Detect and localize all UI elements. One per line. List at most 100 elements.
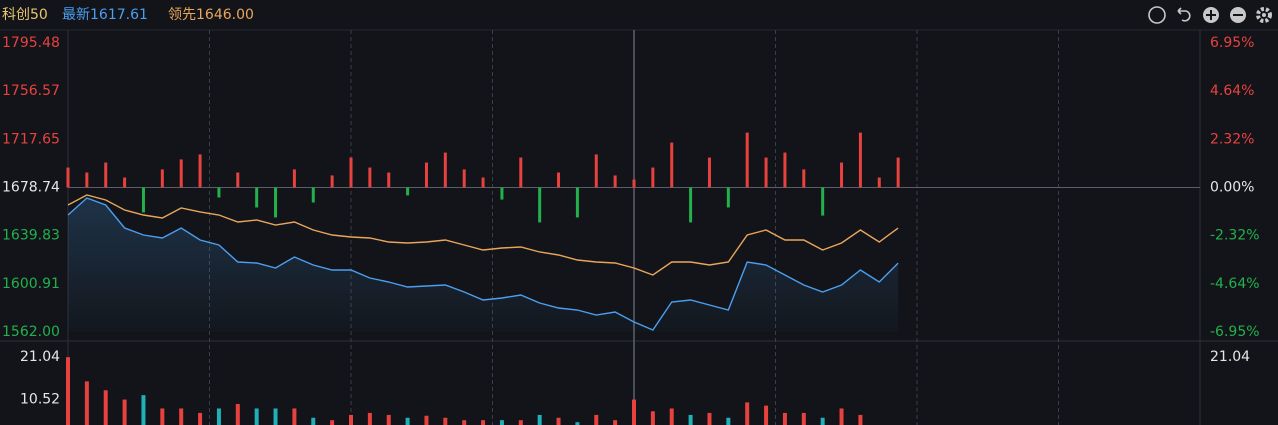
breadth-bar bbox=[745, 132, 749, 188]
breadth-bar bbox=[443, 152, 447, 188]
breadth-bar bbox=[594, 154, 598, 188]
y-tick-label: 1717.65 bbox=[2, 131, 60, 147]
volume-tick-label-right: 21.04 bbox=[1210, 349, 1250, 365]
y-tick-label: 1600.91 bbox=[2, 276, 60, 292]
breadth-bar bbox=[575, 187, 579, 218]
breadth-bar bbox=[236, 172, 240, 188]
volume-bar bbox=[367, 412, 372, 425]
speed-button[interactable] bbox=[1148, 6, 1166, 24]
y2-tick-label: 0.00% bbox=[1210, 180, 1254, 196]
breadth-bar bbox=[160, 169, 164, 188]
breadth-bar bbox=[424, 162, 428, 188]
breadth-bar bbox=[707, 157, 711, 188]
volume-bar bbox=[669, 408, 674, 425]
breadth-bar bbox=[670, 142, 674, 188]
volume-bar bbox=[613, 420, 618, 425]
zoom-in-button[interactable] bbox=[1203, 7, 1219, 23]
volume-bar bbox=[179, 408, 184, 425]
volume-bar bbox=[273, 408, 278, 425]
volume-bar bbox=[160, 408, 165, 425]
breadth-bar bbox=[651, 167, 655, 188]
breadth-bar bbox=[613, 175, 617, 188]
breadth-bar bbox=[85, 172, 89, 188]
undo-button[interactable] bbox=[1177, 7, 1191, 22]
volume-bar bbox=[386, 414, 391, 425]
breadth-bar bbox=[877, 177, 881, 188]
volume-bar bbox=[839, 408, 844, 425]
breadth-bar bbox=[292, 169, 296, 188]
volume-bar bbox=[349, 414, 353, 425]
volume-bar bbox=[537, 414, 542, 425]
volume-bar bbox=[103, 390, 108, 425]
price-line bbox=[67, 194, 899, 276]
y-tick-label: 1756.57 bbox=[2, 83, 60, 99]
volume-bar bbox=[330, 420, 335, 425]
volume-bar bbox=[122, 399, 127, 425]
breadth-bar bbox=[726, 187, 730, 208]
volume-bar bbox=[707, 412, 712, 425]
y2-tick-label: -6.95% bbox=[1210, 324, 1260, 340]
volume-bar bbox=[443, 417, 448, 425]
volume-bar bbox=[858, 414, 863, 425]
breadth-bar bbox=[764, 157, 768, 188]
volume-bar bbox=[801, 412, 806, 425]
breadth-bar bbox=[274, 187, 278, 218]
breadth-bar bbox=[858, 132, 862, 188]
volume-bar bbox=[311, 417, 316, 425]
index-name: 科创50 bbox=[2, 7, 48, 23]
volume-bar bbox=[518, 420, 523, 425]
volume-bar bbox=[198, 412, 203, 425]
breadth-bar bbox=[821, 187, 825, 216]
leading-price: 领先1646.00 bbox=[168, 7, 254, 23]
volume-bar bbox=[594, 414, 599, 425]
breadth-bar bbox=[840, 162, 844, 188]
area-fill bbox=[68, 197, 899, 332]
breadth-bar bbox=[66, 167, 70, 188]
volume-bar bbox=[235, 404, 240, 425]
y2-tick-label: -2.32% bbox=[1210, 228, 1260, 244]
y-tick-label: 1795.48 bbox=[2, 35, 60, 51]
breadth-bar bbox=[179, 159, 183, 188]
volume-bar bbox=[556, 417, 561, 425]
breadth-bar bbox=[330, 175, 334, 188]
volume-bar bbox=[424, 415, 429, 425]
breadth-bar bbox=[896, 157, 900, 188]
breadth-bar bbox=[557, 172, 561, 188]
volume-bar bbox=[632, 399, 636, 425]
volume-bar bbox=[66, 357, 70, 425]
volume-bar bbox=[782, 412, 787, 425]
breadth-bar bbox=[349, 157, 353, 188]
breadth-bar bbox=[123, 177, 127, 188]
y2-tick-label: -4.64% bbox=[1210, 276, 1260, 292]
volume-bar bbox=[462, 420, 467, 425]
volume-bar bbox=[650, 411, 655, 425]
y-tick-label: 1562.00 bbox=[2, 324, 60, 340]
y-tick-label: 1639.83 bbox=[2, 228, 60, 244]
breadth-bar bbox=[255, 187, 259, 208]
breadth-bar bbox=[104, 162, 108, 188]
breadth-bar bbox=[519, 157, 523, 188]
settings-button[interactable] bbox=[1256, 7, 1272, 23]
breadth-bar bbox=[689, 187, 693, 223]
y2-tick-label: 2.32% bbox=[1210, 131, 1254, 147]
breadth-bar bbox=[802, 169, 806, 188]
breadth-bar bbox=[141, 187, 145, 213]
price-line bbox=[67, 197, 899, 331]
volume-tick-label: 10.52 bbox=[20, 392, 60, 408]
volume-bar bbox=[820, 417, 825, 425]
volume-tick-label: 21.04 bbox=[20, 349, 60, 365]
volume-bar bbox=[499, 420, 504, 425]
latest-price: 最新1617.61 bbox=[62, 7, 148, 23]
volume-bar bbox=[688, 414, 693, 425]
volume-bar bbox=[84, 381, 89, 425]
zoom-out-button[interactable] bbox=[1230, 7, 1246, 23]
breadth-bar bbox=[368, 167, 372, 188]
breadth-bar bbox=[632, 179, 636, 188]
breadth-bar bbox=[538, 187, 542, 223]
volume-bar bbox=[764, 405, 769, 425]
breadth-bar bbox=[462, 169, 466, 188]
breadth-bar bbox=[500, 187, 504, 200]
volume-bar bbox=[726, 417, 731, 425]
